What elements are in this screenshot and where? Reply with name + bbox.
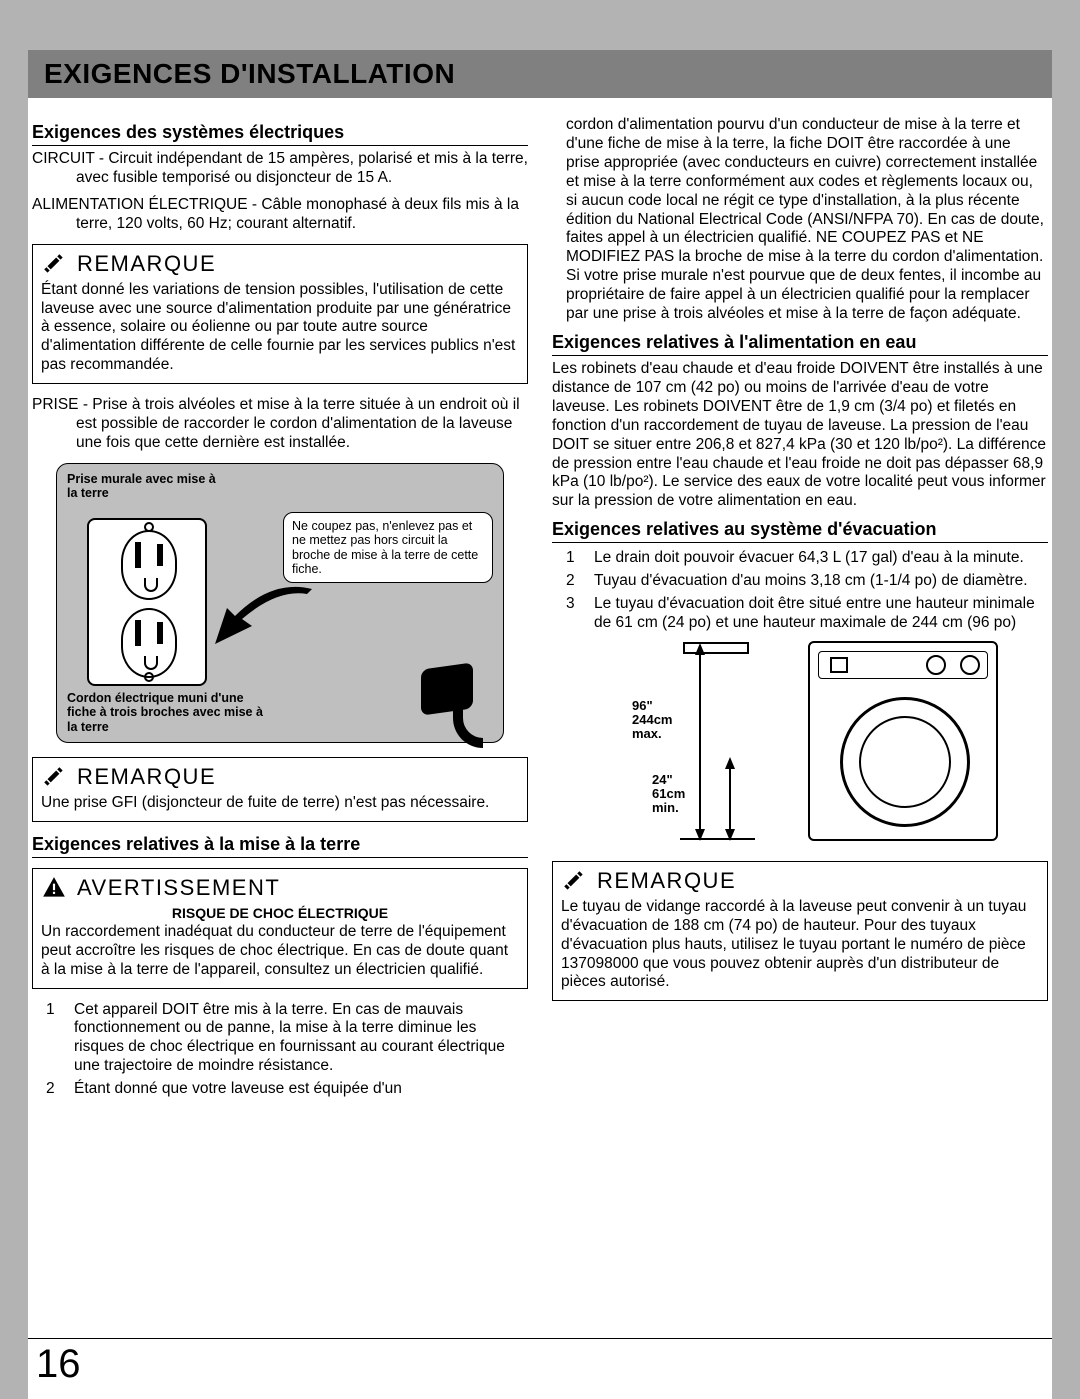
heading-drain: Exigences relatives au système d'évacuat… [552,519,1048,543]
figure-outlet-plug: Prise murale avec mise à la terre Ne cou… [56,463,504,743]
pencil-icon [561,868,587,894]
warning-body: Un raccordement inadéquat du conducteur … [41,923,519,980]
heading-electrical: Exigences des systèmes électriques [32,122,528,146]
dimension-arrows: 96" 244cm max. 24" 61cm min. [580,641,760,841]
notice-title-label: REMARQUE [77,251,216,277]
figure-label-warning: Ne coupez pas, n'enlevez pas et ne mette… [283,512,493,584]
notice-title-row: REMARQUE [41,251,519,277]
text-water: Les robinets d'eau chaude et d'eau froid… [552,360,1048,511]
dimension-label-min: 24" 61cm min. [652,773,685,816]
notice-title-label-3: REMARQUE [597,868,736,894]
section-header-bar: EXIGENCES D'INSTALLATION [28,50,1052,98]
grounding-list: 1Cet appareil DOIT être mis à la terre. … [32,1001,528,1100]
left-column: Exigences des systèmes électriques CIRCU… [32,116,528,1107]
notice-remark-2: REMARQUE Une prise GFI (disjoncteur de f… [32,757,528,822]
warning-title-label: AVERTISSEMENT [77,875,280,901]
list-number: 2 [46,1080,60,1099]
notice-body-2: Une prise GFI (disjoncteur de fuite de t… [41,794,519,813]
arrow-icon [207,584,317,654]
outlet-illustration [87,518,207,686]
notice-warning: AVERTISSEMENT RISQUE DE CHOC ÉLECTRIQUE … [32,868,528,989]
warning-subtitle: RISQUE DE CHOC ÉLECTRIQUE [41,905,519,921]
text-power-supply: ALIMENTATION ÉLECTRIQUE - Câble monophas… [32,196,528,234]
text-continuation: cordon d'alimentation pourvu d'un conduc… [552,116,1048,324]
page-number: 16 [36,1342,81,1387]
notice-body-3: Le tuyau de vidange raccordé à la laveus… [561,898,1039,993]
dimension-label-max: 96" 244cm max. [632,699,672,742]
heading-grounding: Exigences relatives à la mise à la terre [32,834,528,858]
list-text: Le tuyau d'évacuation doit être situé en… [594,595,1048,633]
figure-label-outlet: Prise murale avec mise à la terre [67,472,217,501]
list-item: 2 Tuyau d'évacuation d'au moins 3,18 cm (… [552,572,1048,591]
list-number: 1 [46,1001,60,1077]
pencil-icon [41,764,67,790]
text-circuit: CIRCUIT - Circuit indépendant de 15 ampè… [32,150,528,188]
warning-title-row: AVERTISSEMENT [41,875,519,901]
manual-page: { "header": { "title": "EXIGENCES D'INST… [28,50,1052,1399]
figure-washer-dimensions: 96" 244cm max. 24" 61cm min. [570,641,1048,851]
plug-illustration [417,632,477,712]
list-text: Le drain doit pouvoir évacuer 64,3 L (17… [594,549,1024,568]
pencil-icon [41,251,67,277]
text-outlet: PRISE - Prise à trois alvéoles et mise à… [32,396,528,453]
page-title: EXIGENCES D'INSTALLATION [44,58,1036,90]
footer-rule [28,1338,1052,1339]
figure-label-cord: Cordon électrique muni d'une fiche à tro… [67,691,267,734]
notice-title-row-3: REMARQUE [561,868,1039,894]
list-text: Étant donné que votre laveuse est équipé… [74,1080,402,1099]
notice-remark-3: REMARQUE Le tuyau de vidange raccordé à … [552,861,1048,1002]
list-item: 1Cet appareil DOIT être mis à la terre. … [32,1001,528,1077]
list-number: 2 [566,572,580,591]
list-item: 1 Le drain doit pouvoir évacuer 64,3 L (1… [552,549,1048,568]
notice-body-1: Étant donné les variations de tension po… [41,281,519,376]
notice-title-label-2: REMARQUE [77,764,216,790]
right-column: cordon d'alimentation pourvu d'un conduc… [552,116,1048,1107]
warning-triangle-icon [41,875,67,901]
drain-list: 1 Le drain doit pouvoir évacuer 64,3 L (1… [552,549,1048,633]
heading-water: Exigences relatives à l'alimentation en … [552,332,1048,356]
list-text: Tuyau d'évacuation d'au moins 3,18 cm (1… [594,572,1028,591]
list-number: 1 [566,549,580,568]
list-number: 3 [566,595,580,633]
list-item: 3 Le tuyau d'évacuation doit être situé e… [552,595,1048,633]
list-text: Cet appareil DOIT être mis à la terre. E… [74,1001,528,1077]
notice-remark-1: REMARQUE Étant donné les variations de t… [32,244,528,385]
notice-title-row-2: REMARQUE [41,764,519,790]
list-item: 2 Étant donné que votre laveuse est équip… [32,1080,528,1099]
washer-illustration [808,641,998,841]
two-column-layout: Exigences des systèmes électriques CIRCU… [28,116,1052,1107]
